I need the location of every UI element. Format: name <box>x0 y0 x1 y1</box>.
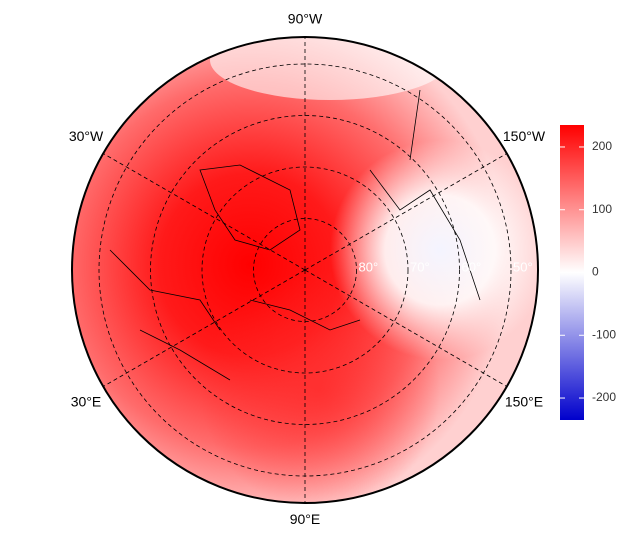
field <box>72 37 538 503</box>
colorbar-tick-label: 100 <box>592 202 612 216</box>
colorbar-tick-label: -200 <box>592 390 616 404</box>
parallel <box>150 115 460 425</box>
colorbar-tick-label: 200 <box>592 139 612 153</box>
parallel-label: 50° <box>513 259 533 274</box>
parallel <box>201 166 409 374</box>
map-boundary <box>71 36 539 504</box>
coastline <box>109 89 481 381</box>
colorbar-tick-label: -100 <box>592 327 616 341</box>
meridian <box>103 269 306 387</box>
parallel-label: 60° <box>462 259 482 274</box>
meridian <box>103 153 306 271</box>
meridian-label: 90°W <box>288 10 323 26</box>
meridian-label: 30°W <box>69 128 104 144</box>
meridian-label: 150°E <box>505 394 543 410</box>
meridian <box>304 153 507 271</box>
parallel-label: 70° <box>410 259 430 274</box>
meridian <box>304 269 507 387</box>
meridian-label: 90°E <box>290 511 321 527</box>
colorbar-tick-label: 0 <box>592 265 599 279</box>
meridian-label: 150°W <box>503 128 546 144</box>
parallel-label: 80° <box>359 259 379 274</box>
meridian-label: 30°E <box>71 394 102 410</box>
